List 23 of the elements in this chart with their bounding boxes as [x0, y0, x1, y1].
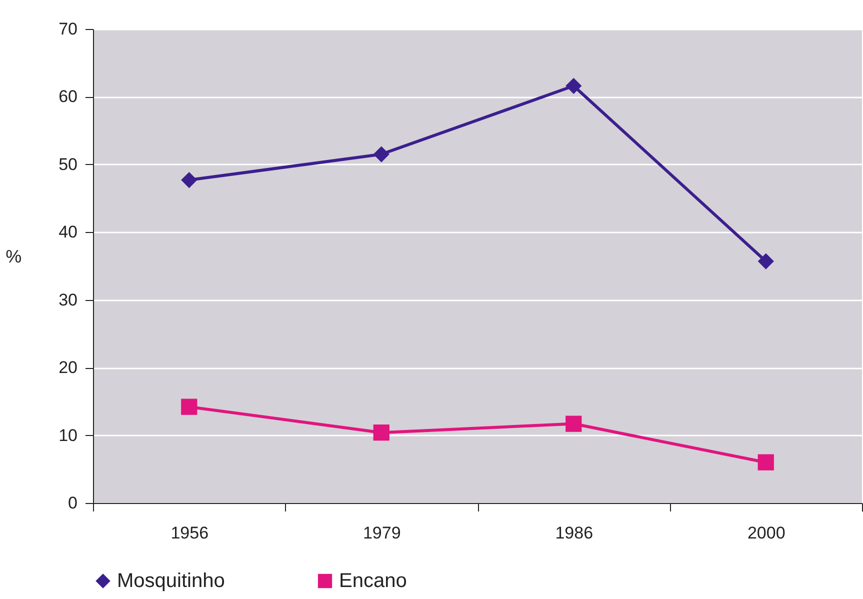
y-tick-label: 10 [58, 426, 78, 445]
point [758, 454, 774, 470]
y-tick-label: 50 [58, 154, 78, 174]
x-tick-label: 1979 [362, 524, 401, 542]
point [566, 78, 582, 94]
point [181, 398, 198, 415]
y-tick-label: 60 [58, 87, 78, 106]
y-tick-label: 70 [58, 20, 78, 38]
x-tick-label: 1956 [170, 524, 209, 542]
point [373, 424, 390, 441]
y-tick-label: 30 [58, 290, 78, 310]
y-axis-title: % [6, 246, 22, 266]
point [758, 253, 774, 270]
point [181, 172, 198, 188]
x-tick-label: 1986 [555, 524, 594, 542]
y-tick-label: 0 [68, 494, 78, 512]
legend-label: Mosquitinho [117, 570, 225, 592]
point [373, 146, 390, 162]
y-tick-label: 20 [58, 358, 78, 378]
y-tick-label: 40 [58, 222, 78, 242]
legend-label: Encano [339, 570, 407, 592]
point [566, 416, 582, 432]
x-tick-label: 2000 [747, 524, 786, 542]
